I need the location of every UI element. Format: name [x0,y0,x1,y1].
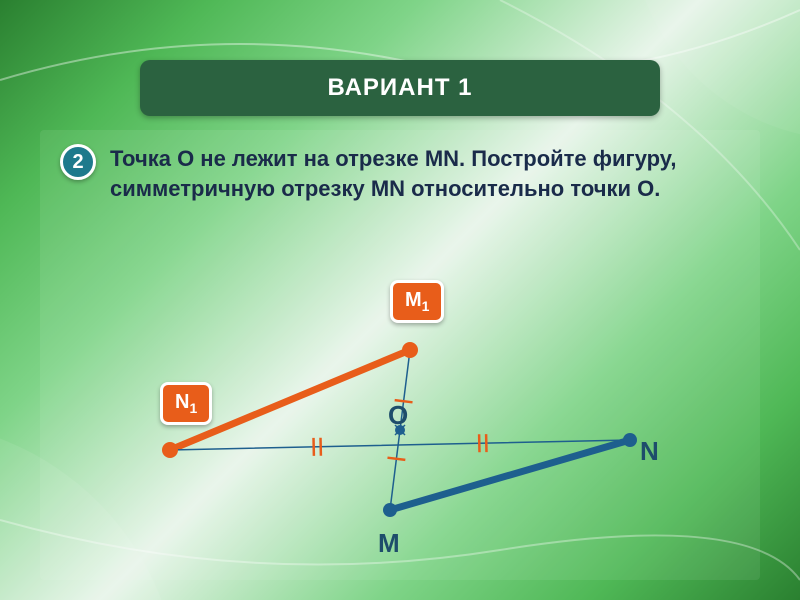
geometry-diagram: M N O M1 N1 [100,250,700,570]
question-text: Точка О не лежит на отрезке MN. Постройт… [110,144,740,203]
question-row: 2 Точка О не лежит на отрезке MN. Постро… [60,144,740,203]
title-bar: ВАРИАНТ 1 [140,60,660,116]
point-label-M: M [378,528,400,559]
point-label-O: O [388,400,408,431]
question-number-badge: 2 [60,144,96,180]
point-label-M1: M1 [390,280,444,323]
point-label-N1: N1 [160,382,212,425]
point-label-N: N [640,436,659,467]
content-panel: 2 Точка О не лежит на отрезке MN. Постро… [40,130,760,580]
title-text: ВАРИАНТ 1 [327,74,472,102]
